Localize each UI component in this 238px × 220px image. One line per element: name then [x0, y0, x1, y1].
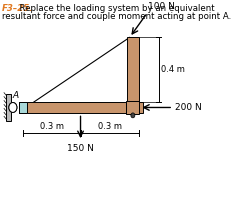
Bar: [6, 94, 11, 121]
Text: A: A: [12, 91, 19, 100]
Text: 0.3 m: 0.3 m: [40, 122, 64, 131]
Text: F3–25.: F3–25.: [2, 4, 33, 13]
Circle shape: [9, 103, 17, 112]
Text: 150 N: 150 N: [67, 144, 94, 153]
Bar: [19, 102, 143, 113]
Circle shape: [9, 103, 17, 112]
Text: 0.4 m: 0.4 m: [161, 65, 185, 74]
Circle shape: [131, 113, 135, 118]
Text: 100 N: 100 N: [148, 2, 175, 11]
Bar: [126, 101, 139, 114]
Text: resultant force and couple moment acting at point A.: resultant force and couple moment acting…: [2, 12, 231, 21]
Text: 0.3 m: 0.3 m: [98, 122, 122, 131]
Bar: [19, 102, 27, 113]
Text: 200 N: 200 N: [175, 103, 202, 112]
Text: Replace the loading system by an equivalent: Replace the loading system by an equival…: [14, 4, 214, 13]
Bar: [127, 37, 139, 102]
